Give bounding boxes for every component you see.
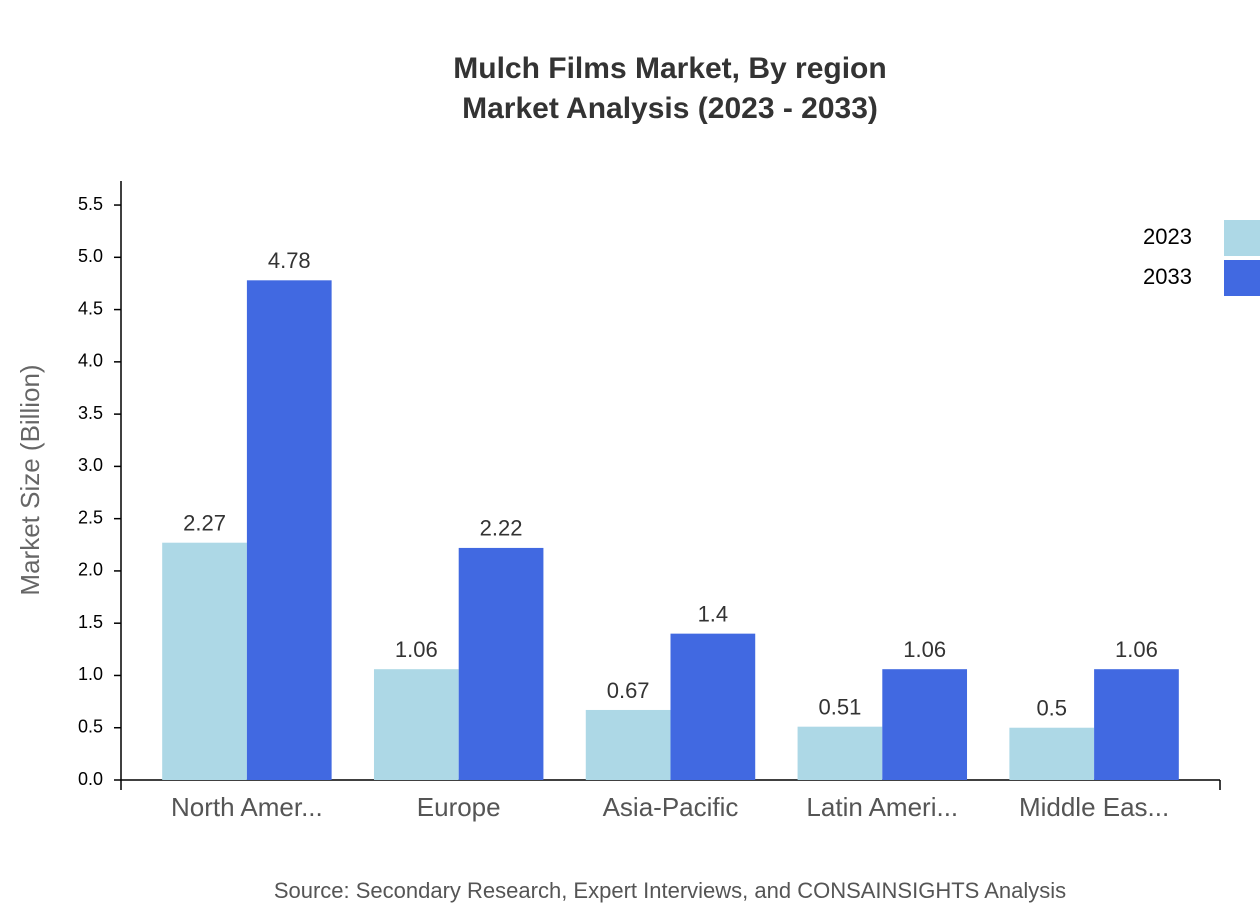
data-label: 2.27 <box>183 511 226 536</box>
y-tick-label: 3.0 <box>78 455 103 475</box>
y-tick-label: 4.0 <box>78 351 103 371</box>
y-tick-label: 5.5 <box>78 194 103 214</box>
legend-swatch <box>1224 220 1260 256</box>
bar <box>373 669 459 780</box>
data-label: 4.78 <box>268 248 311 273</box>
data-label: 1.06 <box>395 637 438 662</box>
bar <box>246 280 332 780</box>
x-tick-label: Latin Ameri... <box>806 792 958 822</box>
y-tick-label: 2.0 <box>78 560 103 580</box>
y-tick-label: 0.0 <box>78 769 103 789</box>
y-tick-label: 1.5 <box>78 612 103 632</box>
bar <box>882 669 968 780</box>
y-tick-label: 4.5 <box>78 298 103 318</box>
data-label: 1.06 <box>903 637 946 662</box>
data-label: 2.22 <box>480 516 523 541</box>
x-tick-label: Middle Eas... <box>1019 792 1169 822</box>
x-tick-label: Europe <box>417 792 501 822</box>
y-tick-label: 1.0 <box>78 664 103 684</box>
chart-title: Mulch Films Market, By region <box>453 52 886 85</box>
chart-subtitle: Market Analysis (2023 - 2033) <box>462 92 878 125</box>
y-tick-label: 5.0 <box>78 246 103 266</box>
data-label: 0.51 <box>819 694 862 719</box>
data-label: 0.5 <box>1036 696 1067 721</box>
bar <box>1094 669 1179 780</box>
bar <box>585 709 671 780</box>
x-tick-label: North Amer... <box>171 792 323 822</box>
data-label: 1.06 <box>1115 637 1158 662</box>
legend-swatch <box>1224 260 1260 296</box>
legend-label: 2023 <box>1143 224 1192 249</box>
bar <box>670 633 756 780</box>
y-tick-label: 0.5 <box>78 716 103 736</box>
data-label: 0.67 <box>607 678 650 703</box>
data-label: 1.4 <box>698 601 729 626</box>
bar <box>797 726 883 780</box>
y-axis-label: Market Size (Billion) <box>15 364 45 595</box>
x-tick-label: Asia-Pacific <box>603 792 739 822</box>
bar <box>162 542 247 780</box>
bar <box>458 547 544 780</box>
y-tick-label: 3.5 <box>78 403 103 423</box>
source-note: Source: Secondary Research, Expert Inter… <box>274 878 1066 903</box>
legend-label: 2033 <box>1143 264 1192 289</box>
y-tick-label: 2.5 <box>78 507 103 527</box>
bar <box>1009 727 1095 780</box>
